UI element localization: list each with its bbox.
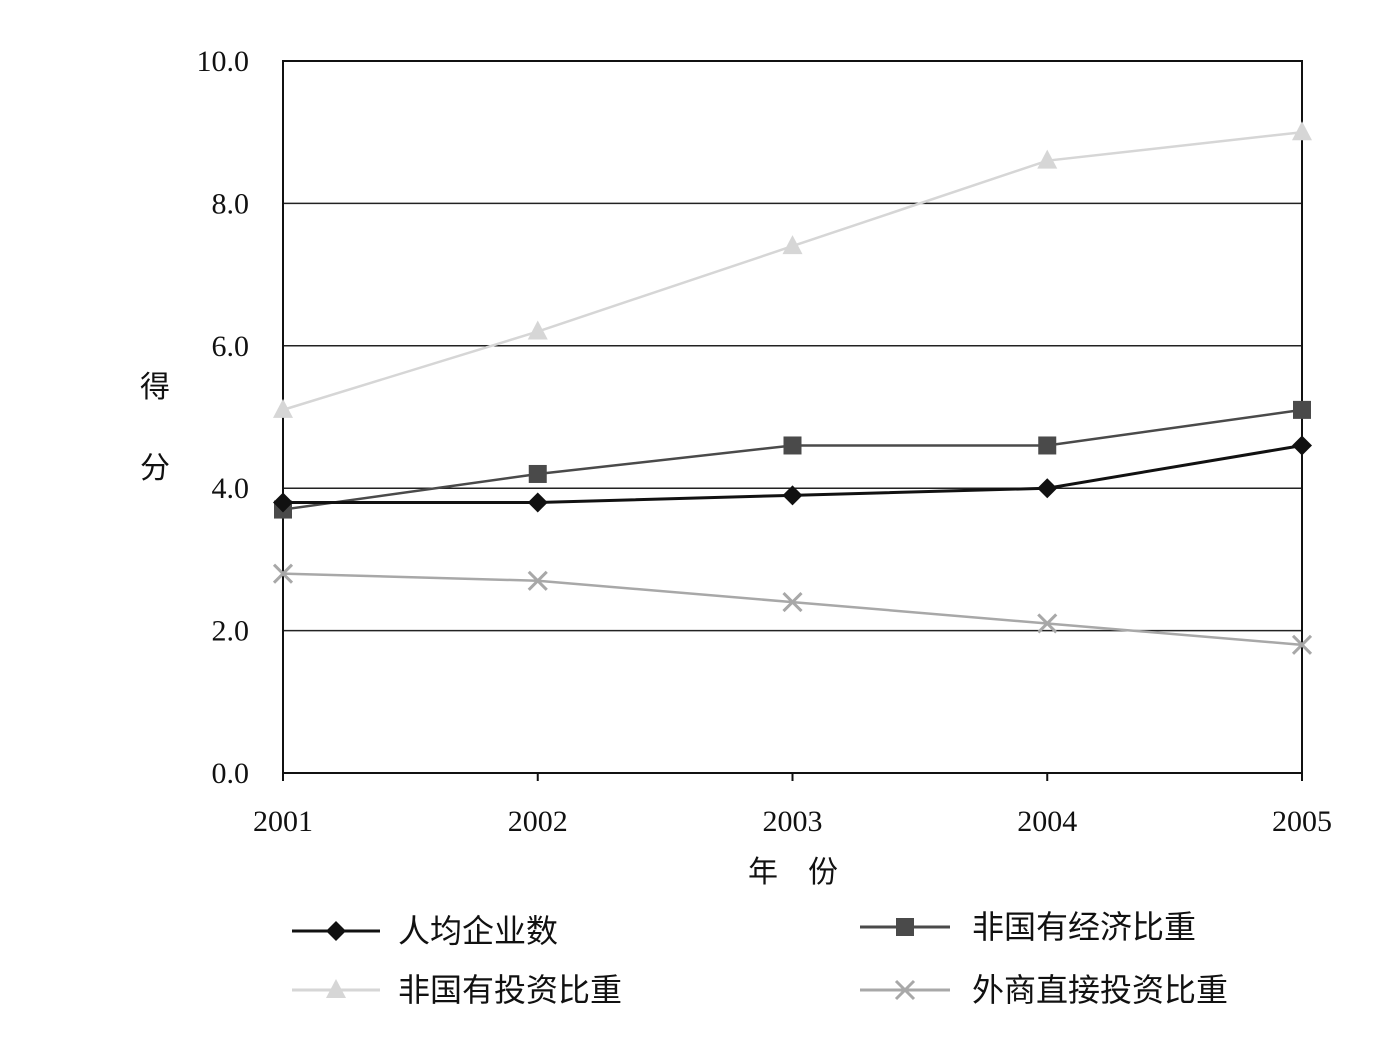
data-point [1037, 478, 1058, 499]
data-point [1292, 435, 1312, 456]
data-point [528, 464, 547, 483]
x-tick-label: 2003 [763, 805, 823, 838]
y-tick-label: 6.0 [212, 330, 250, 363]
data-point [782, 235, 803, 255]
x-tick-label: 2002 [508, 805, 568, 838]
series-line [282, 572, 1303, 647]
data-point [1291, 634, 1313, 655]
x-tick-label: 2005 [1272, 805, 1332, 838]
legend-marker [326, 979, 346, 998]
data-point [273, 492, 293, 513]
data-point [1292, 121, 1312, 141]
y-tick-label: 10.0 [197, 45, 250, 78]
data-point [782, 592, 803, 613]
data-point [782, 485, 803, 506]
legend-item: 人均企业数 [292, 912, 558, 950]
y-axis: 0.0 2.0 4.0 6.0 8.0 10.0 [197, 45, 250, 790]
legend-label: 人均企业数 [398, 912, 558, 950]
y-tick-label: 0.0 [212, 757, 250, 790]
y-axis-label-char-1: 得 [140, 370, 170, 405]
series-4 [272, 563, 1313, 655]
y-tick-label: 4.0 [212, 472, 250, 505]
y-axis-label-char-2: 分 [140, 451, 170, 486]
legend-label: 非国有投资比重 [398, 971, 622, 1009]
y-tick-label: 2.0 [212, 615, 250, 648]
data-point [527, 492, 548, 513]
legend-marker [896, 918, 914, 936]
legend-marker [326, 921, 346, 941]
series-line [282, 130, 1303, 412]
legend-label: 外商直接投资比重 [972, 971, 1228, 1009]
legend-item: 非国有投资比重 [292, 971, 622, 1009]
data-point [1037, 149, 1058, 169]
data-point [272, 563, 294, 584]
grid [283, 202, 1302, 632]
series-3 [273, 121, 1312, 418]
series-lines [272, 121, 1313, 655]
x-tick-label: 2004 [1017, 805, 1077, 838]
x-axis-label: 年 份 [748, 855, 838, 890]
data-point [1037, 613, 1058, 634]
x-axis: 2001 2002 2003 2004 2005 [253, 773, 1332, 838]
legend-marker [894, 979, 916, 1001]
data-point [1038, 436, 1057, 455]
legend-item: 非国有经济比重 [860, 908, 1196, 946]
x-tick-label: 2001 [253, 805, 313, 838]
data-point [527, 320, 548, 340]
plot-frame [282, 60, 1303, 774]
data-point [783, 436, 802, 455]
series-1 [273, 435, 1312, 513]
data-point [527, 570, 548, 591]
data-point [273, 398, 293, 418]
axis-titles: 得 分 年 份 [140, 370, 838, 890]
legend-label: 非国有经济比重 [972, 908, 1196, 946]
legend-item: 外商直接投资比重 [860, 971, 1228, 1009]
y-tick-label: 8.0 [212, 187, 250, 220]
data-point [1293, 400, 1311, 419]
